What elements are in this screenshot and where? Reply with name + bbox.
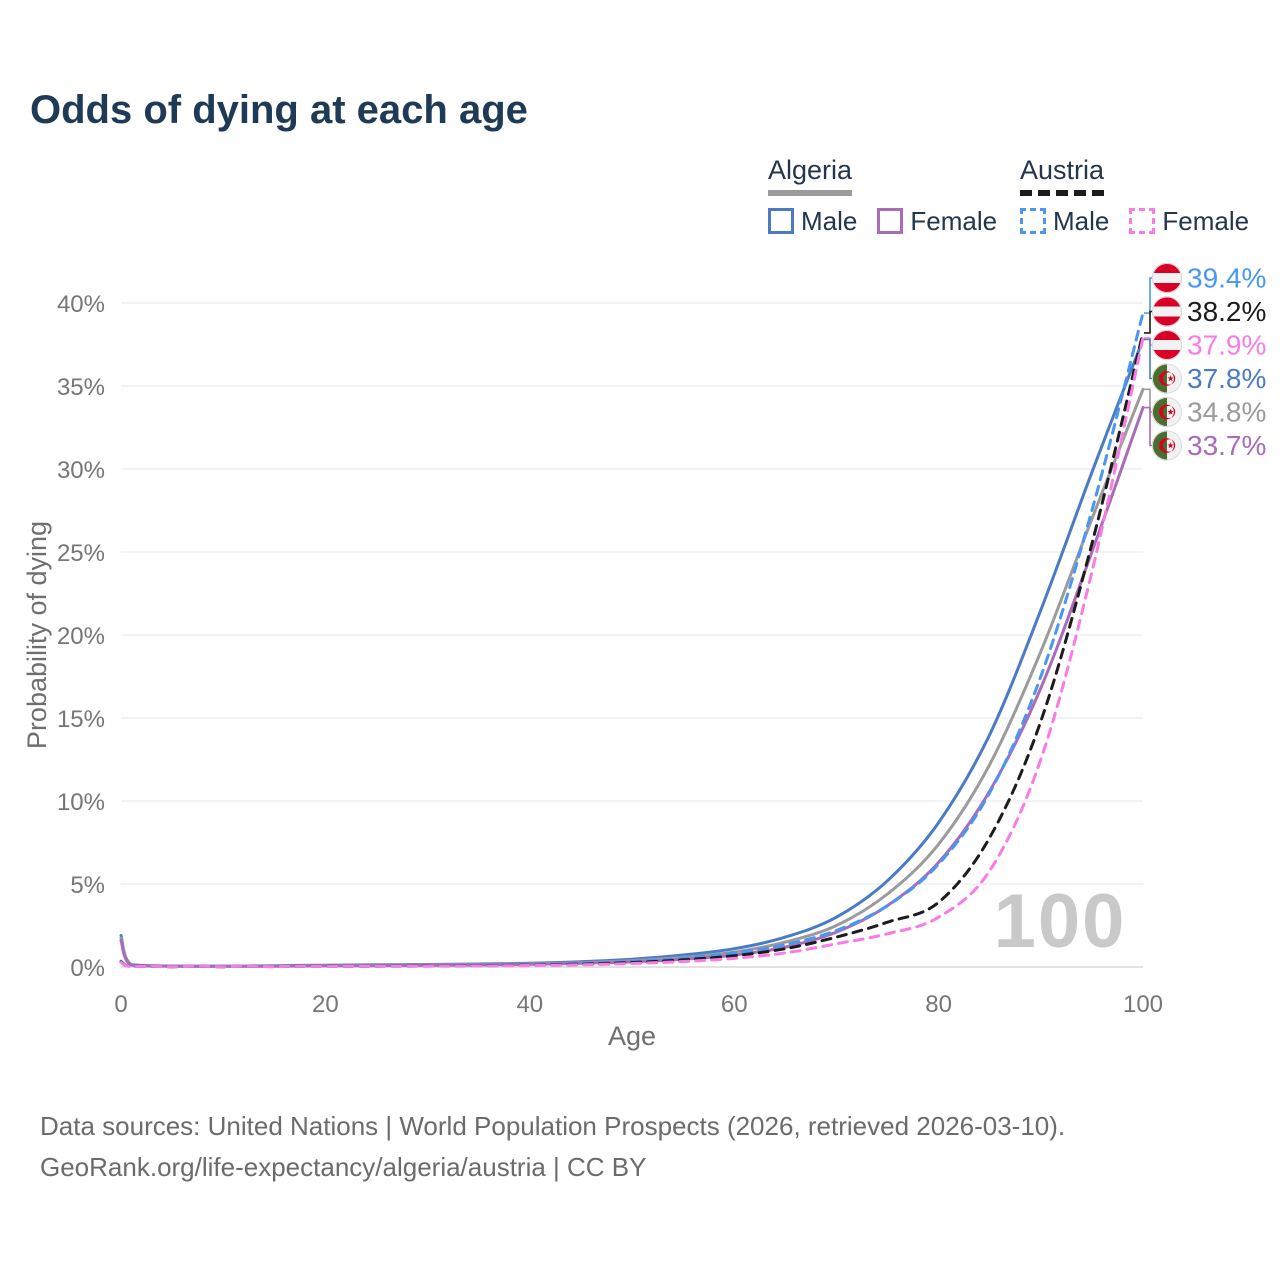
legend-item-label: Female — [1162, 205, 1250, 236]
end-value-label-austria-female: 37.9% — [1187, 330, 1266, 361]
y-tick-label: 5% — [70, 872, 105, 899]
legend-item-algeria-female[interactable]: Female — [877, 206, 997, 237]
algeria-female-swatch-icon — [877, 208, 904, 235]
data-series-lines — [119, 311, 1145, 969]
end-value-label-algeria-male: 37.8% — [1187, 363, 1266, 394]
x-tick-label: 60 — [721, 991, 748, 1018]
legend-country-algeria: Algeria — [768, 155, 853, 196]
line-algeria — [119, 387, 1145, 968]
end-value-label-austria-male: 39.4% — [1187, 263, 1266, 294]
axis-tick-labels: 0% 5% 10% 15% 20% 25% 30% 35% 40% 0 20 40 60 80 100 — [57, 291, 1163, 1018]
y-tick-label: 10% — [57, 789, 105, 816]
flag-ring — [1152, 363, 1182, 394]
legend: Algeria Male Female Austria Male — [0, 155, 1280, 246]
mortality-line-chart: 100 0% 5% 10% 15% 20% 25% 30% 35% 40% 0 20 40 60 80 10… — [22, 263, 1266, 1052]
line-algeria-male — [119, 338, 1145, 968]
x-tick-label: 80 — [925, 991, 952, 1018]
end-value-label-algeria-female: 33.7% — [1187, 430, 1266, 461]
source-line: Data sources: United Nations | World Pop… — [40, 1111, 1066, 1141]
x-tick-label: 20 — [312, 991, 339, 1018]
gridlines — [121, 302, 1143, 968]
y-tick-label: 40% — [57, 291, 105, 318]
line-algeria-female — [119, 406, 1145, 968]
age-counter-watermark: 100 — [994, 879, 1127, 964]
legend-country-austria: Austria — [1020, 155, 1105, 196]
data-source-footer: Data sources: United Nations | World Pop… — [40, 1106, 1065, 1188]
legend-item-label: Female — [910, 205, 998, 236]
y-tick-label: 15% — [57, 706, 105, 733]
flag-ring — [1152, 330, 1182, 360]
series-end-labels: 39.4%38.2%37.9%37.8%34.8%33.7% — [1144, 263, 1266, 461]
page-title: Odds of dying at each age — [30, 88, 528, 132]
flag-ring — [1152, 430, 1182, 461]
algeria-male-swatch-icon — [768, 208, 794, 235]
flag-ring — [1152, 397, 1182, 427]
line-austria-female — [119, 336, 1145, 969]
legend-group-austria: Austria Male Female — [1020, 155, 1269, 237]
end-value-label-algeria: 34.8% — [1187, 397, 1266, 428]
y-axis-title: Probability of dying — [22, 521, 52, 749]
line-austria — [119, 331, 1145, 969]
legend-item-label: Male — [801, 205, 858, 236]
austria-female-swatch-icon — [1129, 208, 1156, 235]
x-tick-label: 0 — [114, 991, 127, 1018]
legend-item-algeria-male[interactable]: Male — [768, 206, 857, 237]
y-tick-label: 20% — [57, 623, 105, 650]
attribution-line: GeoRank.org/life-expectancy/algeria/aust… — [40, 1152, 647, 1182]
y-tick-label: 0% — [70, 955, 105, 982]
flag-ring — [1152, 263, 1182, 293]
y-tick-label: 30% — [57, 457, 105, 484]
austria-male-swatch-icon — [1020, 208, 1046, 235]
y-tick-label: 25% — [57, 540, 105, 567]
x-tick-label: 100 — [1123, 991, 1163, 1018]
end-value-label-austria: 38.2% — [1187, 296, 1266, 327]
x-axis-title: Age — [608, 1021, 656, 1051]
legend-group-algeria: Algeria Male Female — [768, 155, 1017, 237]
legend-item-austria-female[interactable]: Female — [1129, 206, 1249, 237]
x-tick-label: 40 — [516, 991, 543, 1018]
legend-item-label: Male — [1053, 205, 1110, 236]
y-tick-label: 35% — [57, 374, 105, 401]
legend-item-austria-male[interactable]: Male — [1020, 206, 1109, 237]
flag-ring — [1152, 296, 1182, 327]
